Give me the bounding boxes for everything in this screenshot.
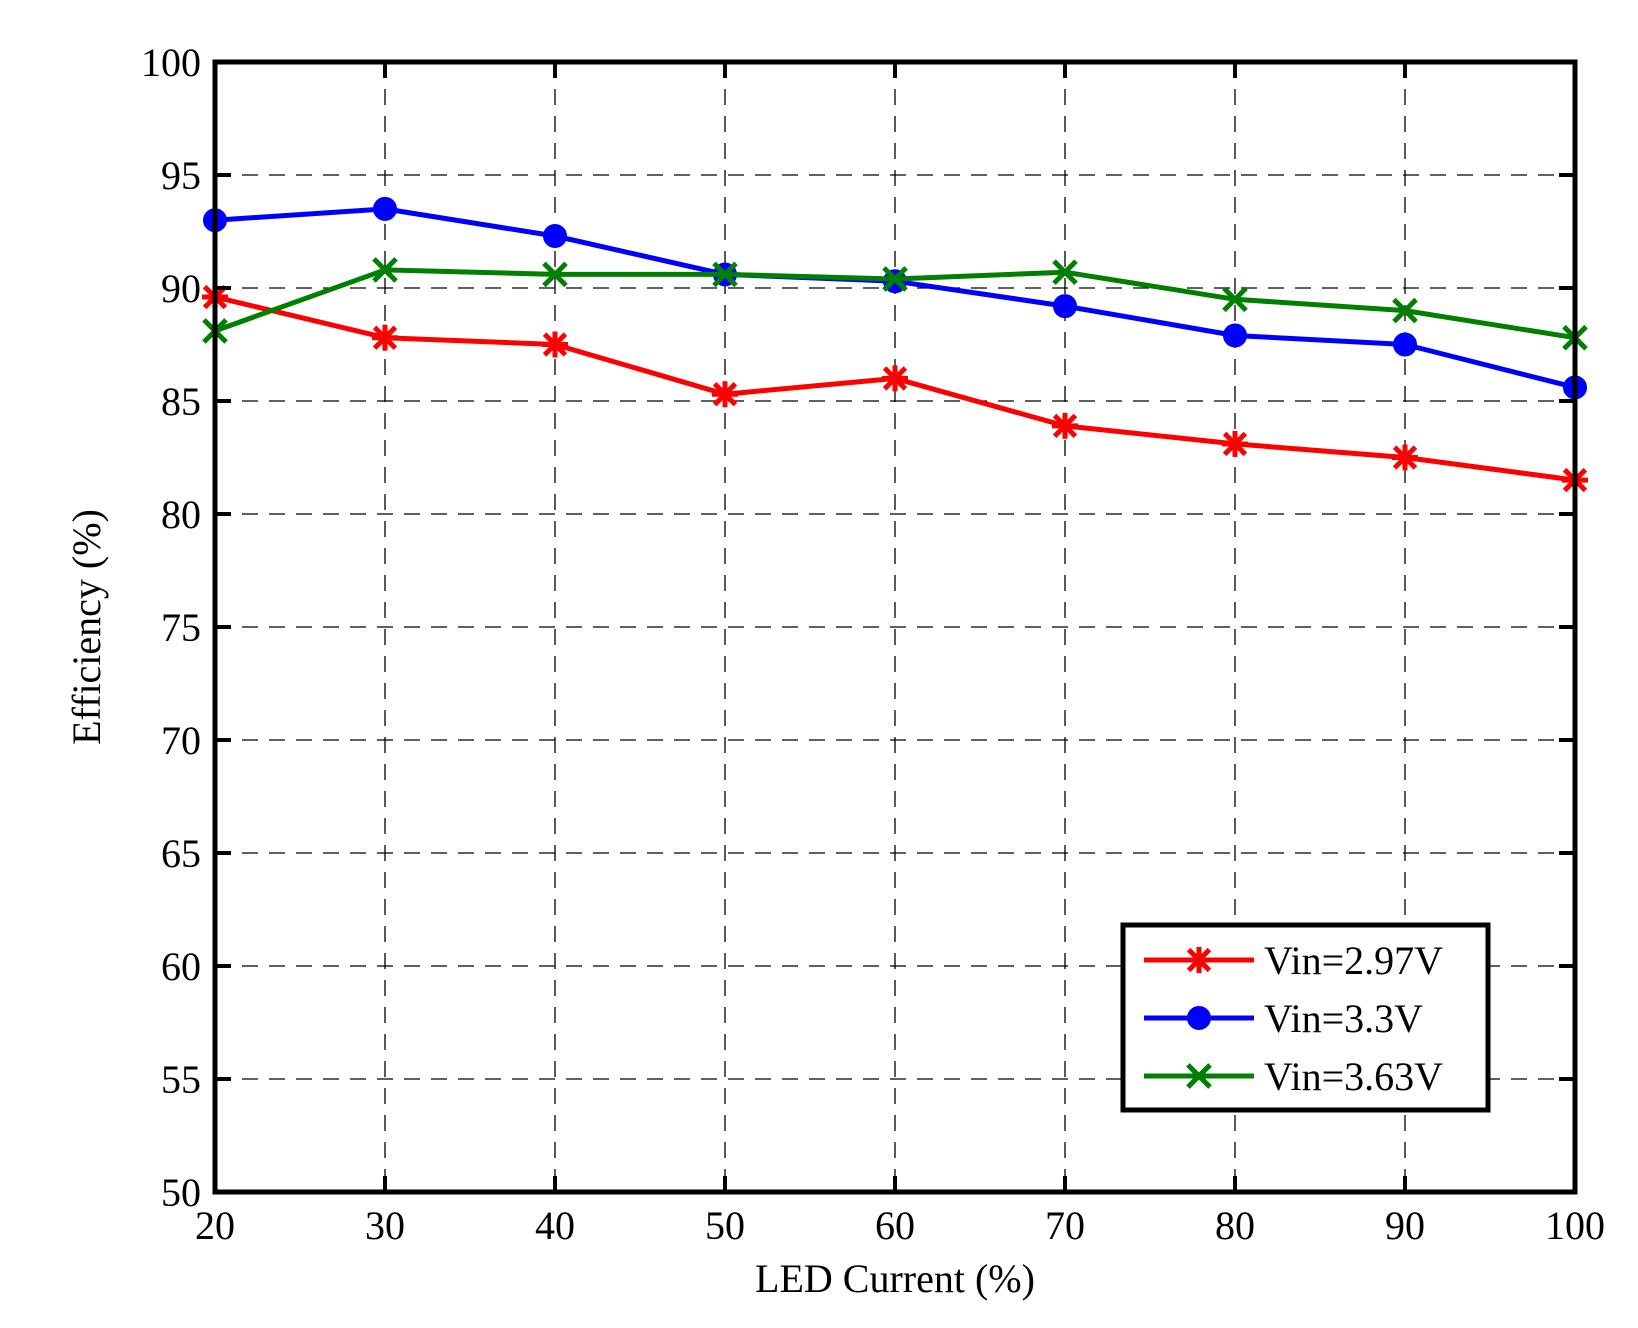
series-group — [202, 196, 1588, 494]
x-tick-label: 100 — [1545, 1203, 1605, 1248]
data-point — [373, 196, 397, 221]
y-tick-label: 95 — [161, 153, 201, 198]
data-point — [372, 324, 398, 351]
y-tick-label: 65 — [161, 831, 201, 876]
data-point — [1222, 430, 1248, 457]
y-tick-label: 90 — [161, 266, 201, 311]
legend-label: Vin=2.97V — [1264, 938, 1443, 983]
data-point — [1222, 286, 1248, 313]
data-point — [882, 365, 908, 392]
tick-group: 20 30 40 50 60 70 80 90 100 50 55 60 65 70 75 80 85 90 95 1… — [141, 40, 1605, 1248]
data-point — [542, 331, 568, 358]
marker-stroke — [882, 366, 908, 391]
legend-marker — [1186, 947, 1212, 973]
marker-stroke — [1186, 947, 1212, 973]
data-point — [1052, 412, 1078, 439]
x-tick-label: 90 — [1385, 1203, 1425, 1248]
marker-stroke — [712, 261, 738, 288]
data-point — [542, 261, 568, 288]
x-tick-label: 50 — [705, 1203, 745, 1248]
y-tick-label: 50 — [161, 1170, 201, 1215]
marker-stroke — [1222, 286, 1248, 313]
legend-label: Vin=3.3V — [1264, 996, 1423, 1041]
series-vin-2-97v — [202, 284, 1588, 494]
data-point — [372, 257, 398, 283]
x-tick-label: 60 — [875, 1203, 915, 1248]
x-tick-label: 30 — [365, 1203, 405, 1248]
data-point — [1392, 297, 1418, 324]
y-tick-label: 60 — [161, 944, 201, 989]
legend-item: Vin=2.97V — [1144, 938, 1443, 983]
marker-stroke — [372, 325, 398, 350]
marker-stroke — [882, 266, 908, 292]
y-tick-label: 55 — [161, 1057, 201, 1102]
data-point — [712, 381, 738, 408]
marker-stroke — [712, 382, 738, 407]
marker-stroke — [1052, 259, 1078, 285]
data-point — [1223, 323, 1247, 348]
marker-stroke — [542, 332, 568, 357]
marker-stroke — [1186, 1063, 1212, 1089]
data-point — [1053, 294, 1077, 319]
data-point — [882, 266, 908, 292]
legend: Vin=2.97V Vin=3.3V Vin=3.63V — [1120, 922, 1491, 1113]
marker-stroke — [1052, 413, 1078, 439]
y-axis-label: Efficiency (%) — [64, 509, 109, 745]
data-point — [1393, 332, 1417, 357]
data-point — [1392, 444, 1418, 471]
marker-stroke — [1222, 431, 1248, 457]
marker-stroke — [1392, 297, 1418, 324]
x-tick-label: 70 — [1045, 1203, 1085, 1248]
legend-marker — [1186, 1063, 1212, 1089]
y-tick-label: 70 — [161, 718, 201, 763]
x-tick-label: 40 — [535, 1203, 575, 1248]
y-tick-label: 85 — [161, 379, 201, 424]
legend-item: Vin=3.3V — [1144, 996, 1423, 1041]
y-tick-label: 80 — [161, 492, 201, 537]
marker-stroke — [1392, 445, 1418, 470]
x-tick-label: 80 — [1215, 1203, 1255, 1248]
y-tick-label: 75 — [161, 605, 201, 650]
legend-marker — [1187, 1006, 1211, 1030]
marker-stroke — [372, 257, 398, 283]
data-point — [712, 261, 738, 288]
y-tick-label: 100 — [141, 40, 201, 85]
legend-item: Vin=3.63V — [1144, 1054, 1443, 1099]
x-axis-label: LED Current (%) — [755, 1256, 1035, 1301]
x-tick-label: 20 — [195, 1203, 235, 1248]
data-point — [543, 224, 567, 249]
marker-stroke — [542, 261, 568, 288]
data-point — [1052, 259, 1078, 285]
legend-label: Vin=3.63V — [1264, 1054, 1443, 1099]
